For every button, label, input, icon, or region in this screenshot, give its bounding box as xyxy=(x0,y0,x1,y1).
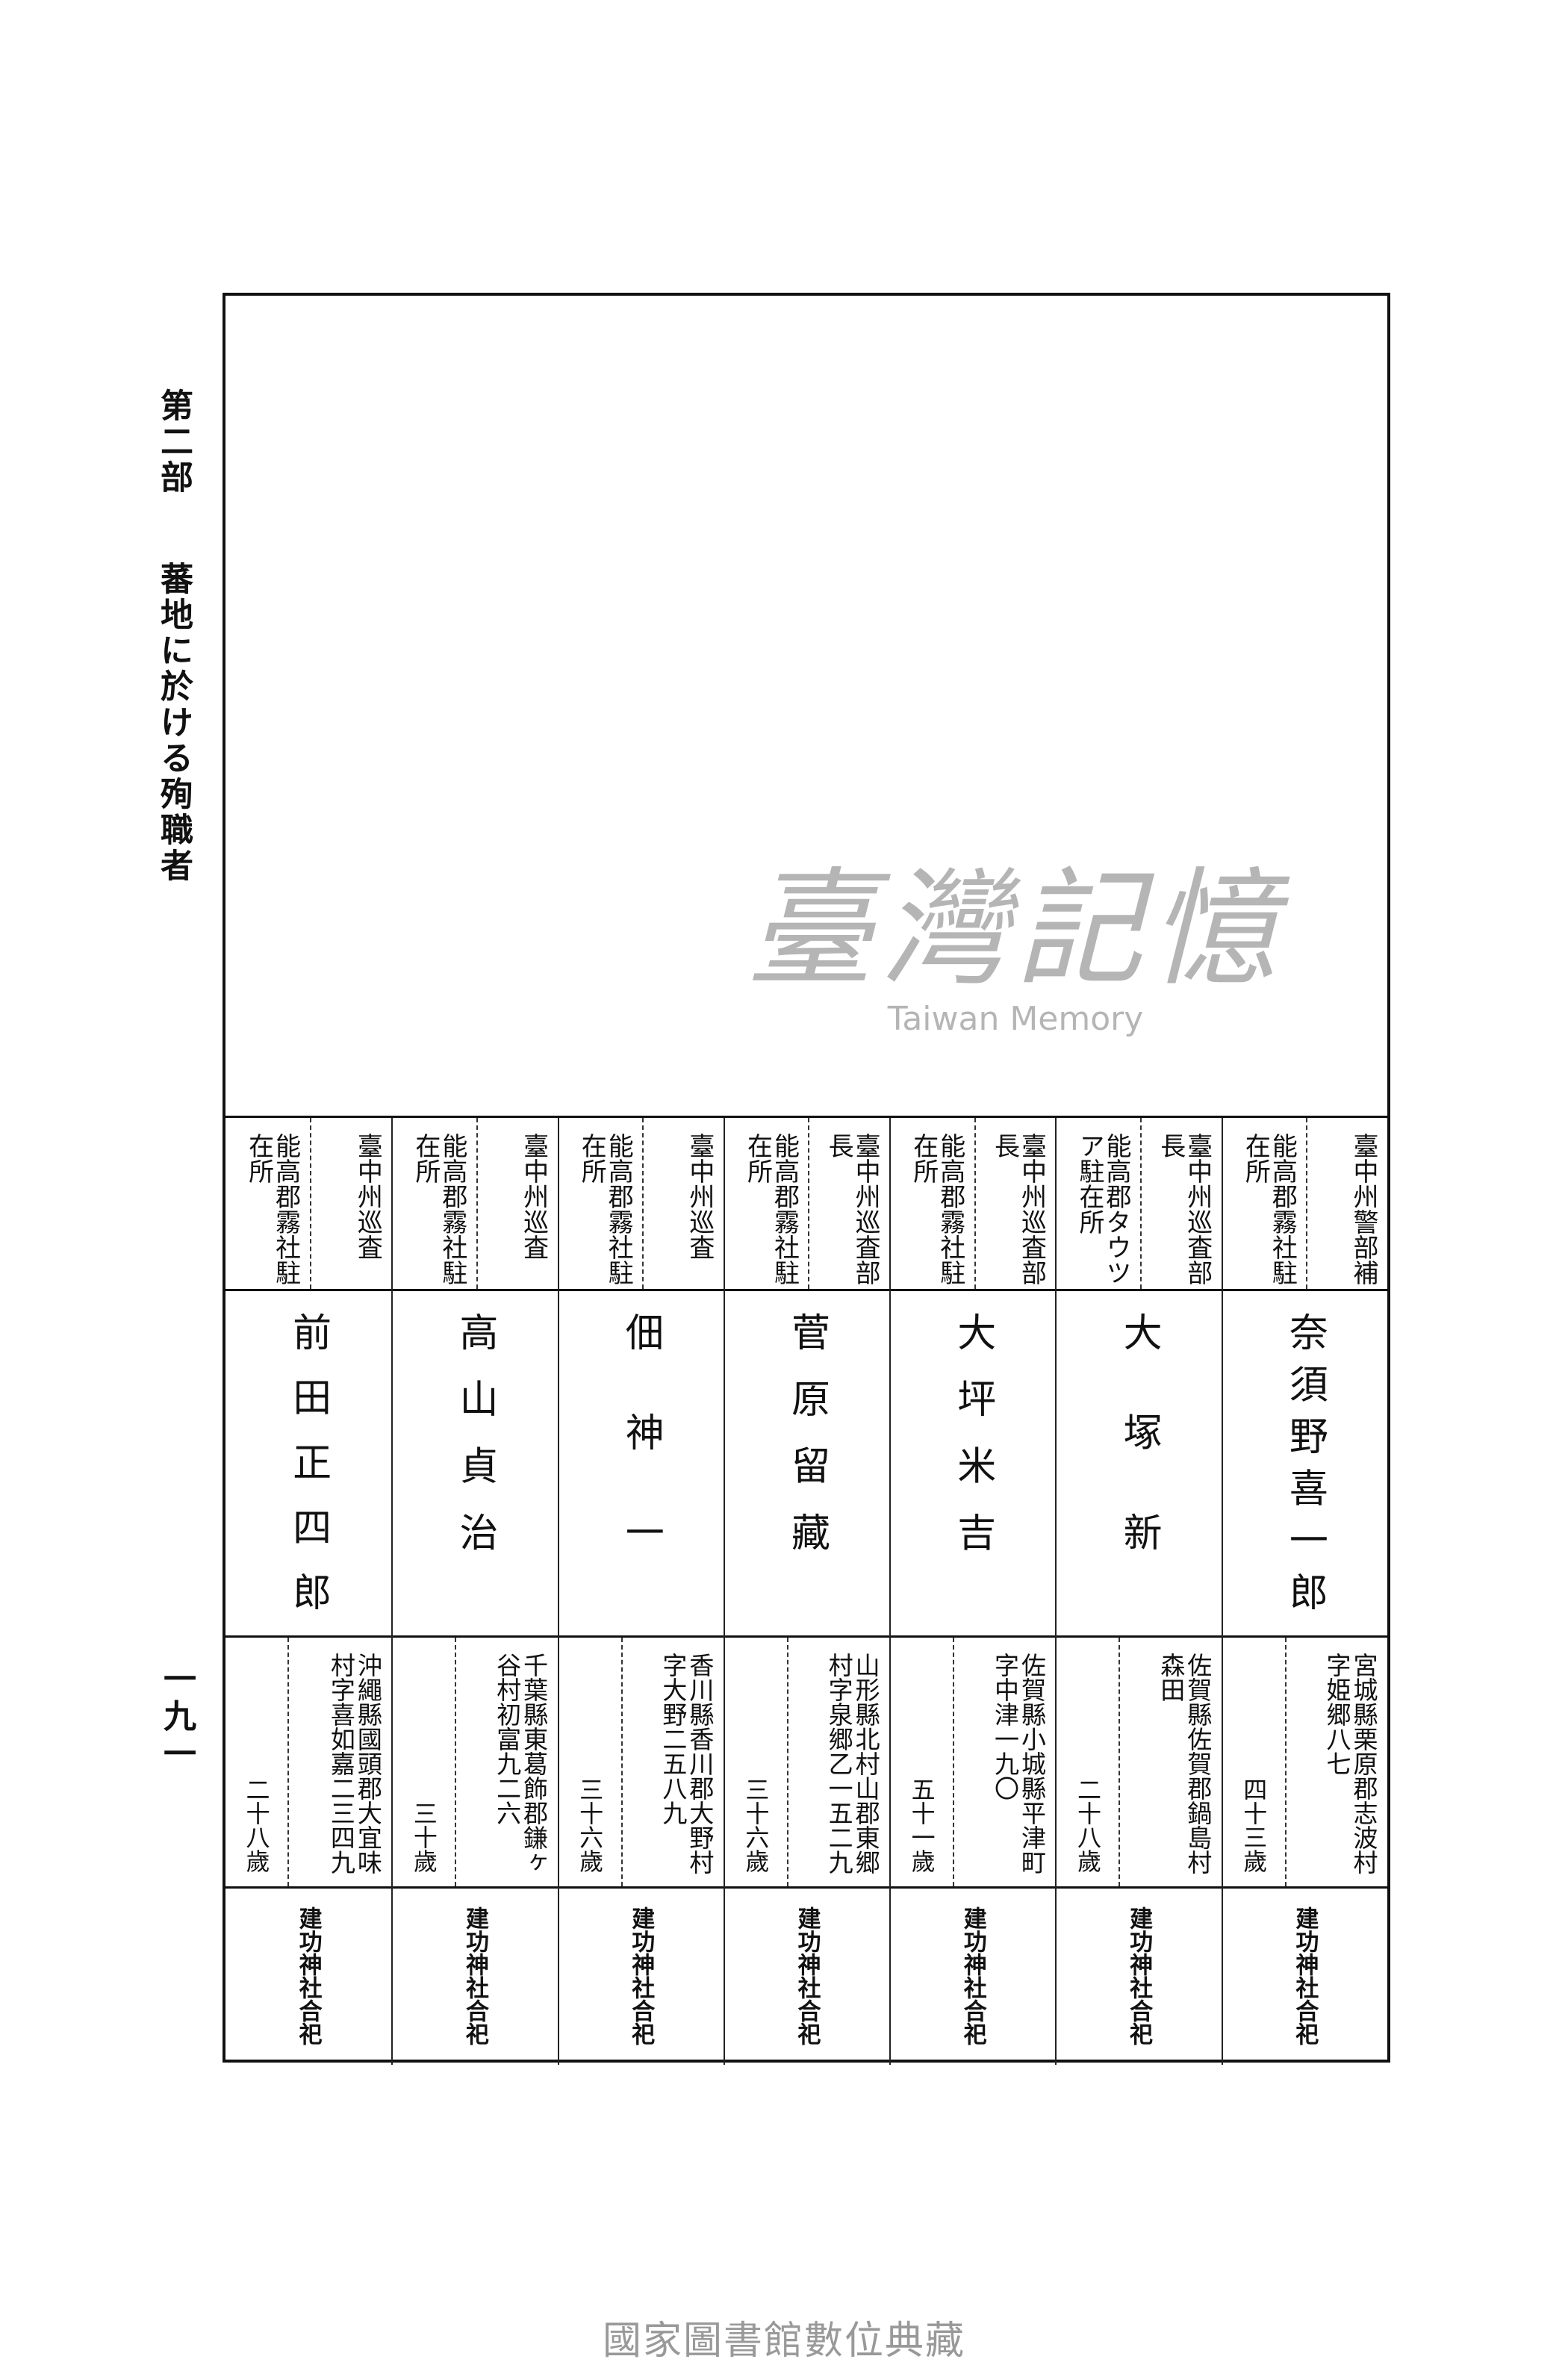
home-address: 香川縣香川郡大野村字大野二五八九 xyxy=(620,1638,724,1886)
name-cell: 奈須野喜一郎 xyxy=(1222,1291,1387,1638)
home-address: 佐賀縣佐賀郡鍋島村森田 xyxy=(1119,1638,1221,1886)
age-text: 三十歲 xyxy=(409,1801,438,1873)
rank: 臺中州巡査 xyxy=(309,1118,392,1289)
table-columns: 臺中州警部補 能高郡霧社駐在所 奈須野喜一郎 宮城縣栗原郡志波村字姫郷八七 四十… xyxy=(225,1118,1387,2065)
person-name: 高山貞治 xyxy=(452,1312,497,1551)
address-age-cell: 佐賀縣佐賀郡鍋島村森田 二十八歲 xyxy=(1057,1638,1222,1889)
shrine-cell: 建功神社合祀 xyxy=(225,1889,391,2065)
shrine-cell: 建功神社合祀 xyxy=(559,1889,724,2065)
table-column-entry: 臺中州巡査 能高郡霧社駐在所 佃神一 香川縣香川郡大野村字大野二五八九 三十六歲… xyxy=(557,1118,724,2065)
rank: 臺中州巡査部長 xyxy=(974,1118,1056,1289)
footer-credit: 國家圖書館數位典藏 xyxy=(602,2319,965,2364)
shrine-cell: 建功神社合祀 xyxy=(1223,1889,1387,2065)
age: 二十八歲 xyxy=(225,1638,287,1886)
age: 四十三歲 xyxy=(1223,1638,1285,1886)
post-office: 能高郡霧社駐在所 xyxy=(742,1133,800,1285)
table-column-entry: 臺中州巡査 能高郡霧社駐在所 前田正四郎 沖繩縣國頭郡大宜味村字喜如嘉二三四九 … xyxy=(225,1118,392,2065)
address-age-cell: 山形縣北村山郡東郷村字泉郷乙一五二九 三十六歲 xyxy=(724,1638,890,1889)
name-cell: 菅原留藏 xyxy=(724,1291,890,1638)
person-name: 佃神一 xyxy=(618,1312,664,1551)
age-text: 二十八歲 xyxy=(1073,1777,1102,1873)
post-office: 能高郡霧社駐在所 xyxy=(410,1133,467,1285)
person-name: 大塚新 xyxy=(1116,1312,1162,1551)
person-name: 大坪米吉 xyxy=(950,1312,995,1551)
age-text: 三十六歲 xyxy=(741,1777,771,1873)
age: 五十一歲 xyxy=(891,1638,953,1886)
office-cell: 臺中州巡査部長 能高郡霧社駐在所 xyxy=(724,1118,890,1291)
rank: 臺中州警部補 xyxy=(1306,1118,1387,1289)
office-cell: 臺中州巡査 能高郡霧社駐在所 xyxy=(225,1118,392,1291)
home-address: 山形縣北村山郡東郷村字泉郷乙一五二九 xyxy=(786,1638,889,1886)
home-address: 千葉縣東葛飾郡鎌ヶ谷村初富九二六 xyxy=(455,1638,557,1886)
address-age-cell: 沖繩縣國頭郡大宜味村字喜如嘉二三四九 二十八歲 xyxy=(225,1638,392,1889)
post-office: 能高郡タウツア駐在所 xyxy=(1074,1133,1132,1285)
section-title: 蕃地に於ける殉職者 xyxy=(155,562,193,884)
address-age-cell: 佐賀縣小城縣平津町字中津一九〇 五十一歲 xyxy=(891,1638,1056,1889)
shrine-cell: 建功神社合祀 xyxy=(891,1889,1055,2065)
rank: 臺中州巡査部長 xyxy=(1140,1118,1222,1289)
person-name: 前田正四郎 xyxy=(285,1312,331,1611)
age: 二十八歲 xyxy=(1057,1638,1119,1886)
shrine-note: 建功神社合祀 xyxy=(461,1906,488,2045)
home-address: 沖繩縣國頭郡大宜味村字喜如嘉二三四九 xyxy=(287,1638,391,1886)
age: 三十六歲 xyxy=(725,1638,787,1886)
shrine-cell: 建功神社合祀 xyxy=(393,1889,557,2065)
name-cell: 大塚新 xyxy=(1057,1291,1222,1638)
table-column-entry: 臺中州警部補 能高郡霧社駐在所 奈須野喜一郎 宮城縣栗原郡志波村字姫郷八七 四十… xyxy=(1221,1118,1387,2065)
casualty-table: 臺中州警部補 能高郡霧社駐在所 奈須野喜一郎 宮城縣栗原郡志波村字姫郷八七 四十… xyxy=(223,293,1390,2065)
post-office: 能高郡霧社駐在所 xyxy=(576,1133,634,1285)
shrine-note: 建功神社合祀 xyxy=(1291,1906,1319,2045)
running-header: 第二部 蕃地に於ける殉職者 xyxy=(149,388,197,884)
age-text: 五十一歲 xyxy=(907,1777,936,1873)
home-address: 宮城縣栗原郡志波村字姫郷八七 xyxy=(1284,1638,1387,1886)
shrine-note: 建功神社合祀 xyxy=(793,1906,821,2045)
table-column-entry: 臺中州巡査部長 能高郡タウツア駐在所 大塚新 佐賀縣佐賀郡鍋島村森田 二十八歲 … xyxy=(1055,1118,1222,2065)
rank: 臺中州巡査部長 xyxy=(808,1118,889,1289)
age: 三十六歲 xyxy=(559,1638,621,1886)
rank: 臺中州巡査 xyxy=(476,1118,558,1289)
office-cell: 臺中州警部補 能高郡霧社駐在所 xyxy=(1222,1118,1387,1291)
address-age-cell: 宮城縣栗原郡志波村字姫郷八七 四十三歲 xyxy=(1222,1638,1387,1889)
shrine-note: 建功神社合祀 xyxy=(627,1906,655,2045)
shrine-cell: 建功神社合祀 xyxy=(725,1889,889,2065)
office-cell: 臺中州巡査 能高郡霧社駐在所 xyxy=(559,1118,724,1291)
post-office: 能高郡霧社駐在所 xyxy=(243,1133,301,1285)
age: 三十歲 xyxy=(393,1638,455,1886)
age-text: 三十六歲 xyxy=(576,1777,605,1873)
age-text: 四十三歲 xyxy=(1239,1777,1269,1873)
table-column-entry: 臺中州巡査部長 能高郡霧社駐在所 大坪米吉 佐賀縣小城縣平津町字中津一九〇 五十… xyxy=(889,1118,1056,2065)
office-cell: 臺中州巡査 能高郡霧社駐在所 xyxy=(393,1118,558,1291)
shrine-note: 建功神社合祀 xyxy=(294,1906,322,2045)
home-address: 佐賀縣小城縣平津町字中津一九〇 xyxy=(953,1638,1055,1886)
name-cell: 大坪米吉 xyxy=(891,1291,1056,1638)
shrine-cell: 建功神社合祀 xyxy=(1057,1889,1221,2065)
person-name: 菅原留藏 xyxy=(784,1312,830,1551)
address-age-cell: 千葉縣東葛飾郡鎌ヶ谷村初富九二六 三十歲 xyxy=(393,1638,558,1889)
person-name: 奈須野喜一郎 xyxy=(1282,1312,1328,1611)
office-cell: 臺中州巡査部長 能高郡タウツア駐在所 xyxy=(1057,1118,1222,1291)
post-office: 能高郡霧社駐在所 xyxy=(908,1133,965,1285)
name-cell: 前田正四郎 xyxy=(225,1291,392,1638)
part-label: 第二部 xyxy=(155,388,193,496)
name-cell: 高山貞治 xyxy=(393,1291,558,1638)
table-column-entry: 臺中州巡査部長 能高郡霧社駐在所 菅原留藏 山形縣北村山郡東郷村字泉郷乙一五二九… xyxy=(723,1118,890,2065)
shrine-note: 建功神社合祀 xyxy=(1125,1906,1153,2045)
page-number: 一九一 xyxy=(158,1662,196,1774)
shrine-note: 建功神社合祀 xyxy=(959,1906,986,2045)
table-column-entry: 臺中州巡査 能高郡霧社駐在所 高山貞治 千葉縣東葛飾郡鎌ヶ谷村初富九二六 三十歲… xyxy=(391,1118,558,2065)
age-text: 二十八歲 xyxy=(242,1777,271,1873)
address-age-cell: 香川縣香川郡大野村字大野二五八九 三十六歲 xyxy=(559,1638,724,1889)
post-office: 能高郡霧社駐在所 xyxy=(1240,1133,1298,1285)
name-cell: 佃神一 xyxy=(559,1291,724,1638)
rank: 臺中州巡査 xyxy=(642,1118,724,1289)
blank-area xyxy=(225,296,1387,1118)
office-cell: 臺中州巡査部長 能高郡霧社駐在所 xyxy=(891,1118,1056,1291)
